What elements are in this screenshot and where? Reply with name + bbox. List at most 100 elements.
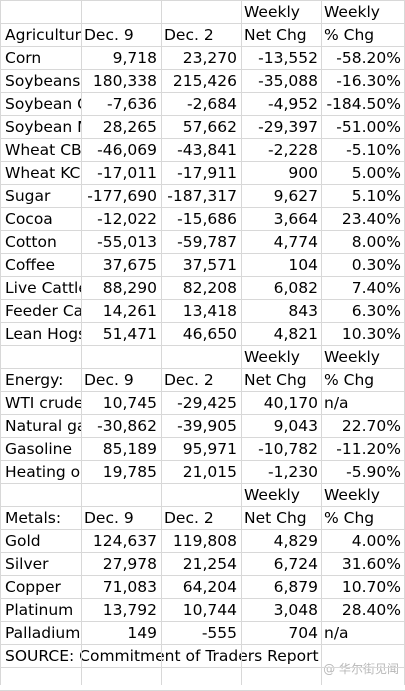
table-cell: 0.30% (351, 256, 401, 274)
table-cell: 119,808 (172, 532, 237, 550)
table-cell: -59,787 (177, 233, 237, 251)
table-cell: 10.30% (341, 325, 401, 343)
table-cell: 27,978 (102, 555, 157, 573)
table-cell: -35,088 (258, 72, 318, 90)
commodity-name: WTI crude (5, 394, 81, 412)
table-cell: -187,317 (167, 187, 237, 205)
table-cell: n/a (324, 624, 349, 642)
table-row: Feeder Cattle 14,261 13,418 843 6.30% (0, 299, 405, 322)
section-header-row: Energy: Dec. 9 Dec. 2 Net Chg % Chg (0, 368, 405, 391)
watermark-text: @ 华尔街见闻 (323, 662, 399, 676)
table-cell: 9,627 (273, 187, 318, 205)
table-row: Gold 124,637 119,808 4,829 4.00% (0, 529, 405, 552)
table-cell: 40,170 (263, 394, 318, 412)
table-row: Soybeans 180,338 215,426 -35,088 -16.30% (0, 69, 405, 92)
grid-line (321, 0, 322, 685)
grid-line (0, 575, 405, 576)
table-row: Heating oil 19,785 21,015 -1,230 -5.90% (0, 460, 405, 483)
grid-line (0, 92, 405, 93)
commodity-name: Wheat CBOT (5, 141, 81, 159)
column-header: Dec. 9 (84, 509, 134, 527)
table-row: Coffee 37,675 37,571 104 0.30% (0, 253, 405, 276)
grid-line (0, 483, 405, 484)
header-cell (0, 345, 81, 368)
table-cell: 9,043 (273, 417, 318, 435)
grid-line (0, 138, 405, 139)
grid-line (0, 391, 405, 392)
table-row: Palladium 149 -555 704 n/a (0, 621, 405, 644)
commodity-name: Gasoline (5, 440, 73, 458)
header-cell (161, 0, 241, 23)
section-header-top-row: Weekly Weekly (0, 0, 405, 23)
commodity-name: Soybeans (5, 72, 81, 90)
table-cell: 23,270 (182, 49, 237, 67)
commodity-name: Natural gas (5, 417, 81, 435)
header-cell (0, 483, 81, 506)
table-cell: 46,650 (182, 325, 237, 343)
table-row: Gasoline 85,189 95,971 -10,782 -11.20% (0, 437, 405, 460)
commodity-name: Coffee (5, 256, 56, 274)
table-cell: -13,552 (258, 49, 318, 67)
table-row: Wheat CBOT -46,069 -43,841 -2,228 -5.10% (0, 138, 405, 161)
commodity-name: Cotton (5, 233, 57, 251)
grid-line (0, 207, 405, 208)
commodity-name: Platinum (5, 601, 74, 619)
section-header-top-row: Weekly Weekly (0, 483, 405, 506)
table-cell: 180,338 (92, 72, 157, 90)
section-title: Agriculture: (5, 26, 81, 44)
grid-line (0, 253, 405, 254)
table-cell: 31.60% (341, 555, 401, 573)
column-header: Dec. 2 (164, 509, 214, 527)
commodity-name: Palladium (5, 624, 81, 642)
commodity-name: Corn (5, 49, 42, 67)
column-header: Dec. 9 (84, 371, 134, 389)
grid-line (0, 506, 405, 507)
grid-line (0, 414, 405, 415)
grid-line (0, 0, 405, 1)
table-row: Soybean Meal 28,265 57,662 -29,397 -51.00% (0, 115, 405, 138)
grid-line (0, 184, 405, 185)
table-cell: 124,637 (92, 532, 157, 550)
table-row: Platinum 13,792 10,744 3,048 28.40% (0, 598, 405, 621)
table-cell: -15,686 (177, 210, 237, 228)
commodity-name: Live Cattle (5, 279, 81, 297)
section-title: Metals: (5, 509, 62, 527)
table-row: Silver 27,978 21,254 6,724 31.60% (0, 552, 405, 575)
table-cell: 22.70% (341, 417, 401, 435)
commodity-name: Copper (5, 578, 61, 596)
grid-line (0, 276, 405, 277)
header-cell: Weekly (244, 348, 300, 366)
header-cell (81, 483, 161, 506)
table-cell: 13,792 (102, 601, 157, 619)
column-header: % Chg (324, 371, 375, 389)
table-cell: 10,745 (102, 394, 157, 412)
table-cell: -17,911 (177, 164, 237, 182)
grid-line (0, 529, 405, 530)
table-cell: 88,290 (102, 279, 157, 297)
table-row: WTI crude 10,745 -29,425 40,170 n/a (0, 391, 405, 414)
header-cell (81, 0, 161, 23)
grid-line (0, 552, 405, 553)
grid-line (0, 0, 1, 685)
grid-line (0, 299, 405, 300)
column-header: % Chg (324, 26, 375, 44)
commodity-name: Sugar (5, 187, 51, 205)
header-cell (0, 0, 81, 23)
table-cell: -30,862 (97, 417, 157, 435)
table-row: Natural gas -30,862 -39,905 9,043 22.70% (0, 414, 405, 437)
commodity-name: Feeder Cattle (5, 302, 81, 320)
grid-line (0, 345, 405, 346)
table-cell: -11.20% (336, 440, 401, 458)
table-cell: 85,189 (102, 440, 157, 458)
table-cell: -17,011 (97, 164, 157, 182)
section-header-top-row: Weekly Weekly (0, 345, 405, 368)
table-cell: 28.40% (341, 601, 401, 619)
table-row: Soybean Oil -7,636 -2,684 -4,952 -184.50% (0, 92, 405, 115)
table-cell: 900 (288, 164, 318, 182)
table-cell: -58.20% (336, 49, 401, 67)
table-cell: 3,664 (273, 210, 318, 228)
commodity-name: Gold (5, 532, 41, 550)
table-cell: 149 (127, 624, 157, 642)
grid-line (0, 667, 405, 668)
